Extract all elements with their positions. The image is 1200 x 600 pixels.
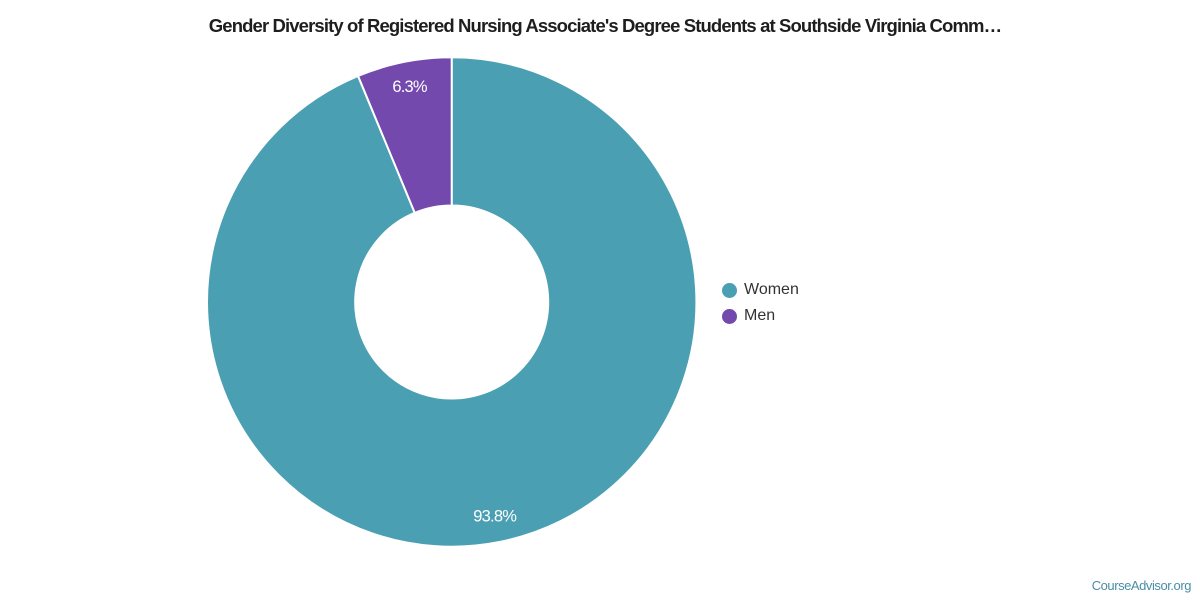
svg-text:93.8%: 93.8% bbox=[473, 508, 517, 526]
svg-text:6.3%: 6.3% bbox=[392, 78, 428, 96]
